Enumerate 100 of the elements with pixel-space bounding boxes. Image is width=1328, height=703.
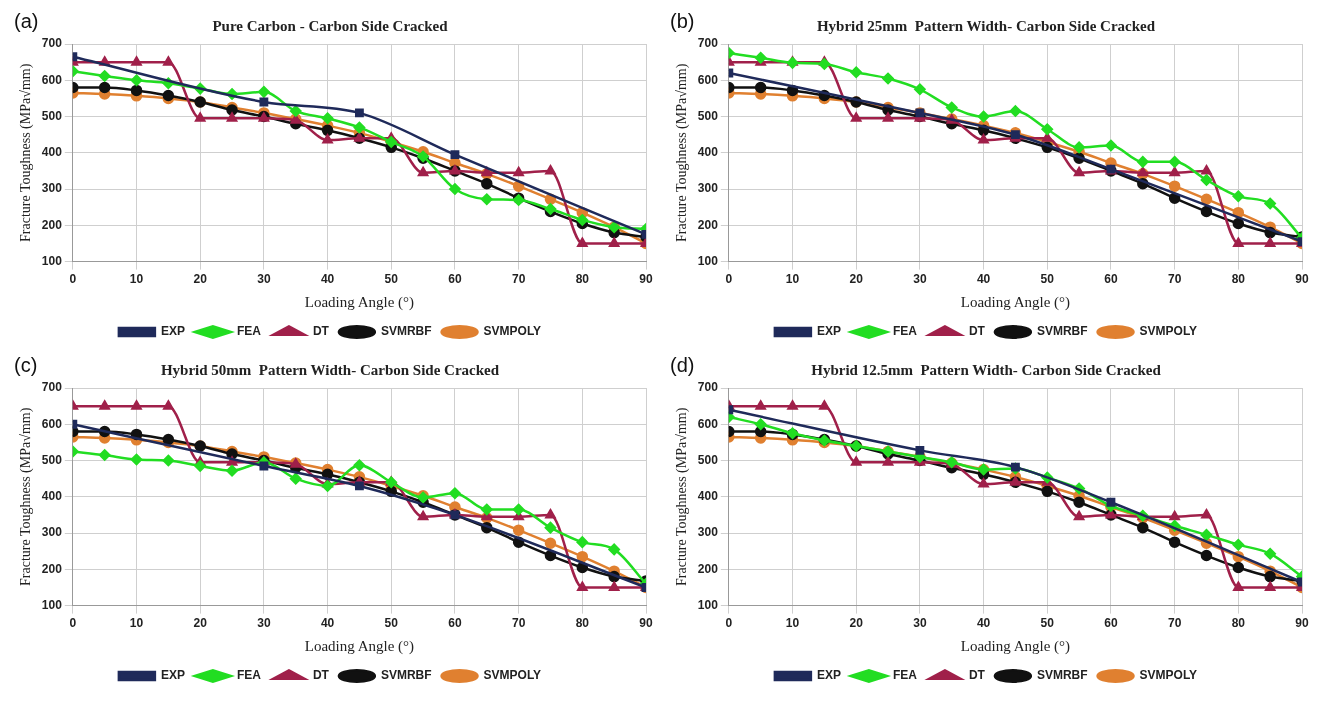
y-tick-label: 300 xyxy=(41,181,63,196)
y-tick-label: 200 xyxy=(41,561,63,576)
legend-label: SVMRBF xyxy=(380,324,432,339)
x-tick-label: 90 xyxy=(1295,616,1309,631)
x-tick-label: 50 xyxy=(1040,616,1055,631)
x-tick-label: 60 xyxy=(448,272,462,287)
legend-label: DT xyxy=(312,324,330,339)
x-tick-label: 30 xyxy=(257,616,271,631)
text: (a) xyxy=(14,9,39,32)
y-tick-label: 600 xyxy=(697,416,719,431)
x-tick-label: 20 xyxy=(849,616,864,631)
text: (b) xyxy=(670,9,695,32)
x-tick-label: 0 xyxy=(725,272,733,287)
y-tick-label: 500 xyxy=(41,452,63,467)
x-tick-label: 30 xyxy=(257,272,271,287)
legend-label: DT xyxy=(968,668,986,683)
text: (d) xyxy=(670,353,695,376)
x-tick-label: 50 xyxy=(384,272,399,287)
x-tick-label: 10 xyxy=(129,616,144,631)
y-tick-label: 100 xyxy=(697,253,719,268)
y-axis-title: Fracture Toughness (MPa√mm) xyxy=(18,407,35,586)
x-axis-title: Loading Angle (°) xyxy=(960,293,1071,311)
y-tick-label: 500 xyxy=(697,108,719,123)
legend-label: FEA xyxy=(892,324,918,339)
legend-label: SVMRBF xyxy=(1036,668,1088,683)
legend-label: FEA xyxy=(236,324,262,339)
legend-label: SVMPOLY xyxy=(1139,668,1198,683)
x-tick-label: 0 xyxy=(725,616,733,631)
y-axis-title: Fracture Toughness (MPa√mm) xyxy=(674,407,691,586)
x-tick-label: 20 xyxy=(193,272,208,287)
x-tick-label: 60 xyxy=(448,616,462,631)
legend-label: SVMRBF xyxy=(380,668,432,683)
y-tick-label: 200 xyxy=(697,217,719,232)
x-tick-label: 40 xyxy=(976,272,991,287)
legend-label: DT xyxy=(312,668,330,683)
chart-title: Pure Carbon - Carbon Side Cracked xyxy=(212,17,449,34)
x-tick-label: 40 xyxy=(976,616,991,631)
x-tick-label: 70 xyxy=(511,272,526,287)
y-tick-label: 700 xyxy=(41,380,63,395)
x-axis-title: Loading Angle (°) xyxy=(304,637,415,655)
y-tick-label: 300 xyxy=(697,525,719,540)
x-axis-title: Loading Angle (°) xyxy=(960,637,1071,655)
legend-label: EXP xyxy=(816,668,841,683)
y-tick-label: 700 xyxy=(697,380,719,395)
x-tick-label: 30 xyxy=(913,616,927,631)
x-tick-label: 80 xyxy=(1231,272,1246,287)
x-tick-label: 80 xyxy=(575,272,590,287)
x-tick-label: 70 xyxy=(1167,616,1182,631)
y-tick-label: 600 xyxy=(41,72,63,87)
x-axis-title: Loading Angle (°) xyxy=(304,293,415,311)
legend-label: FEA xyxy=(236,668,262,683)
y-tick-label: 400 xyxy=(41,145,63,160)
chart-title: Hybrid 12.5mm Pattern Width- Carbon Side Cracked xyxy=(811,361,1162,378)
x-tick-label: 30 xyxy=(913,272,927,287)
x-tick-label: 0 xyxy=(69,272,77,287)
chart-title: Hybrid 25mm Pattern Width- Carbon Side Cracked xyxy=(816,17,1156,34)
y-tick-label: 100 xyxy=(41,253,63,268)
legend-label: SVMRBF xyxy=(1036,324,1088,339)
x-tick-label: 70 xyxy=(1167,272,1182,287)
x-tick-label: 10 xyxy=(785,616,800,631)
x-tick-label: 10 xyxy=(129,272,144,287)
y-tick-label: 200 xyxy=(697,561,719,576)
x-tick-label: 60 xyxy=(1104,616,1118,631)
y-axis-title: Fracture Toughness (MPa√mm) xyxy=(674,63,691,242)
x-tick-label: 90 xyxy=(1295,272,1309,287)
x-tick-label: 90 xyxy=(639,616,653,631)
x-tick-label: 90 xyxy=(639,272,653,287)
x-tick-label: 0 xyxy=(69,616,77,631)
x-tick-label: 80 xyxy=(575,616,590,631)
x-tick-label: 50 xyxy=(384,616,399,631)
x-tick-label: 20 xyxy=(193,616,208,631)
x-tick-label: 50 xyxy=(1040,272,1055,287)
y-tick-label: 400 xyxy=(697,145,719,160)
y-tick-label: 700 xyxy=(697,36,719,51)
x-tick-label: 80 xyxy=(1231,616,1246,631)
x-tick-label: 10 xyxy=(785,272,800,287)
x-tick-label: 70 xyxy=(511,616,526,631)
y-tick-label: 500 xyxy=(41,108,63,123)
y-tick-label: 500 xyxy=(697,452,719,467)
x-tick-label: 40 xyxy=(320,616,335,631)
x-tick-label: 20 xyxy=(849,272,864,287)
legend-label: DT xyxy=(968,324,986,339)
y-tick-label: 600 xyxy=(697,72,719,87)
y-axis-title: Fracture Toughness (MPa√mm) xyxy=(18,63,35,242)
legend-label: SVMPOLY xyxy=(1139,324,1198,339)
y-tick-label: 300 xyxy=(697,181,719,196)
x-tick-label: 40 xyxy=(320,272,335,287)
legend-label: EXP xyxy=(160,668,185,683)
y-tick-label: 100 xyxy=(697,597,719,612)
y-tick-label: 400 xyxy=(697,489,719,504)
y-tick-label: 400 xyxy=(41,489,63,504)
legend-label: EXP xyxy=(160,324,185,339)
legend-label: FEA xyxy=(892,668,918,683)
legend-label: EXP xyxy=(816,324,841,339)
y-tick-label: 200 xyxy=(41,217,63,232)
y-tick-label: 100 xyxy=(41,597,63,612)
y-tick-label: 700 xyxy=(41,36,63,51)
y-tick-label: 300 xyxy=(41,525,63,540)
x-tick-label: 60 xyxy=(1104,272,1118,287)
y-tick-label: 600 xyxy=(41,416,63,431)
